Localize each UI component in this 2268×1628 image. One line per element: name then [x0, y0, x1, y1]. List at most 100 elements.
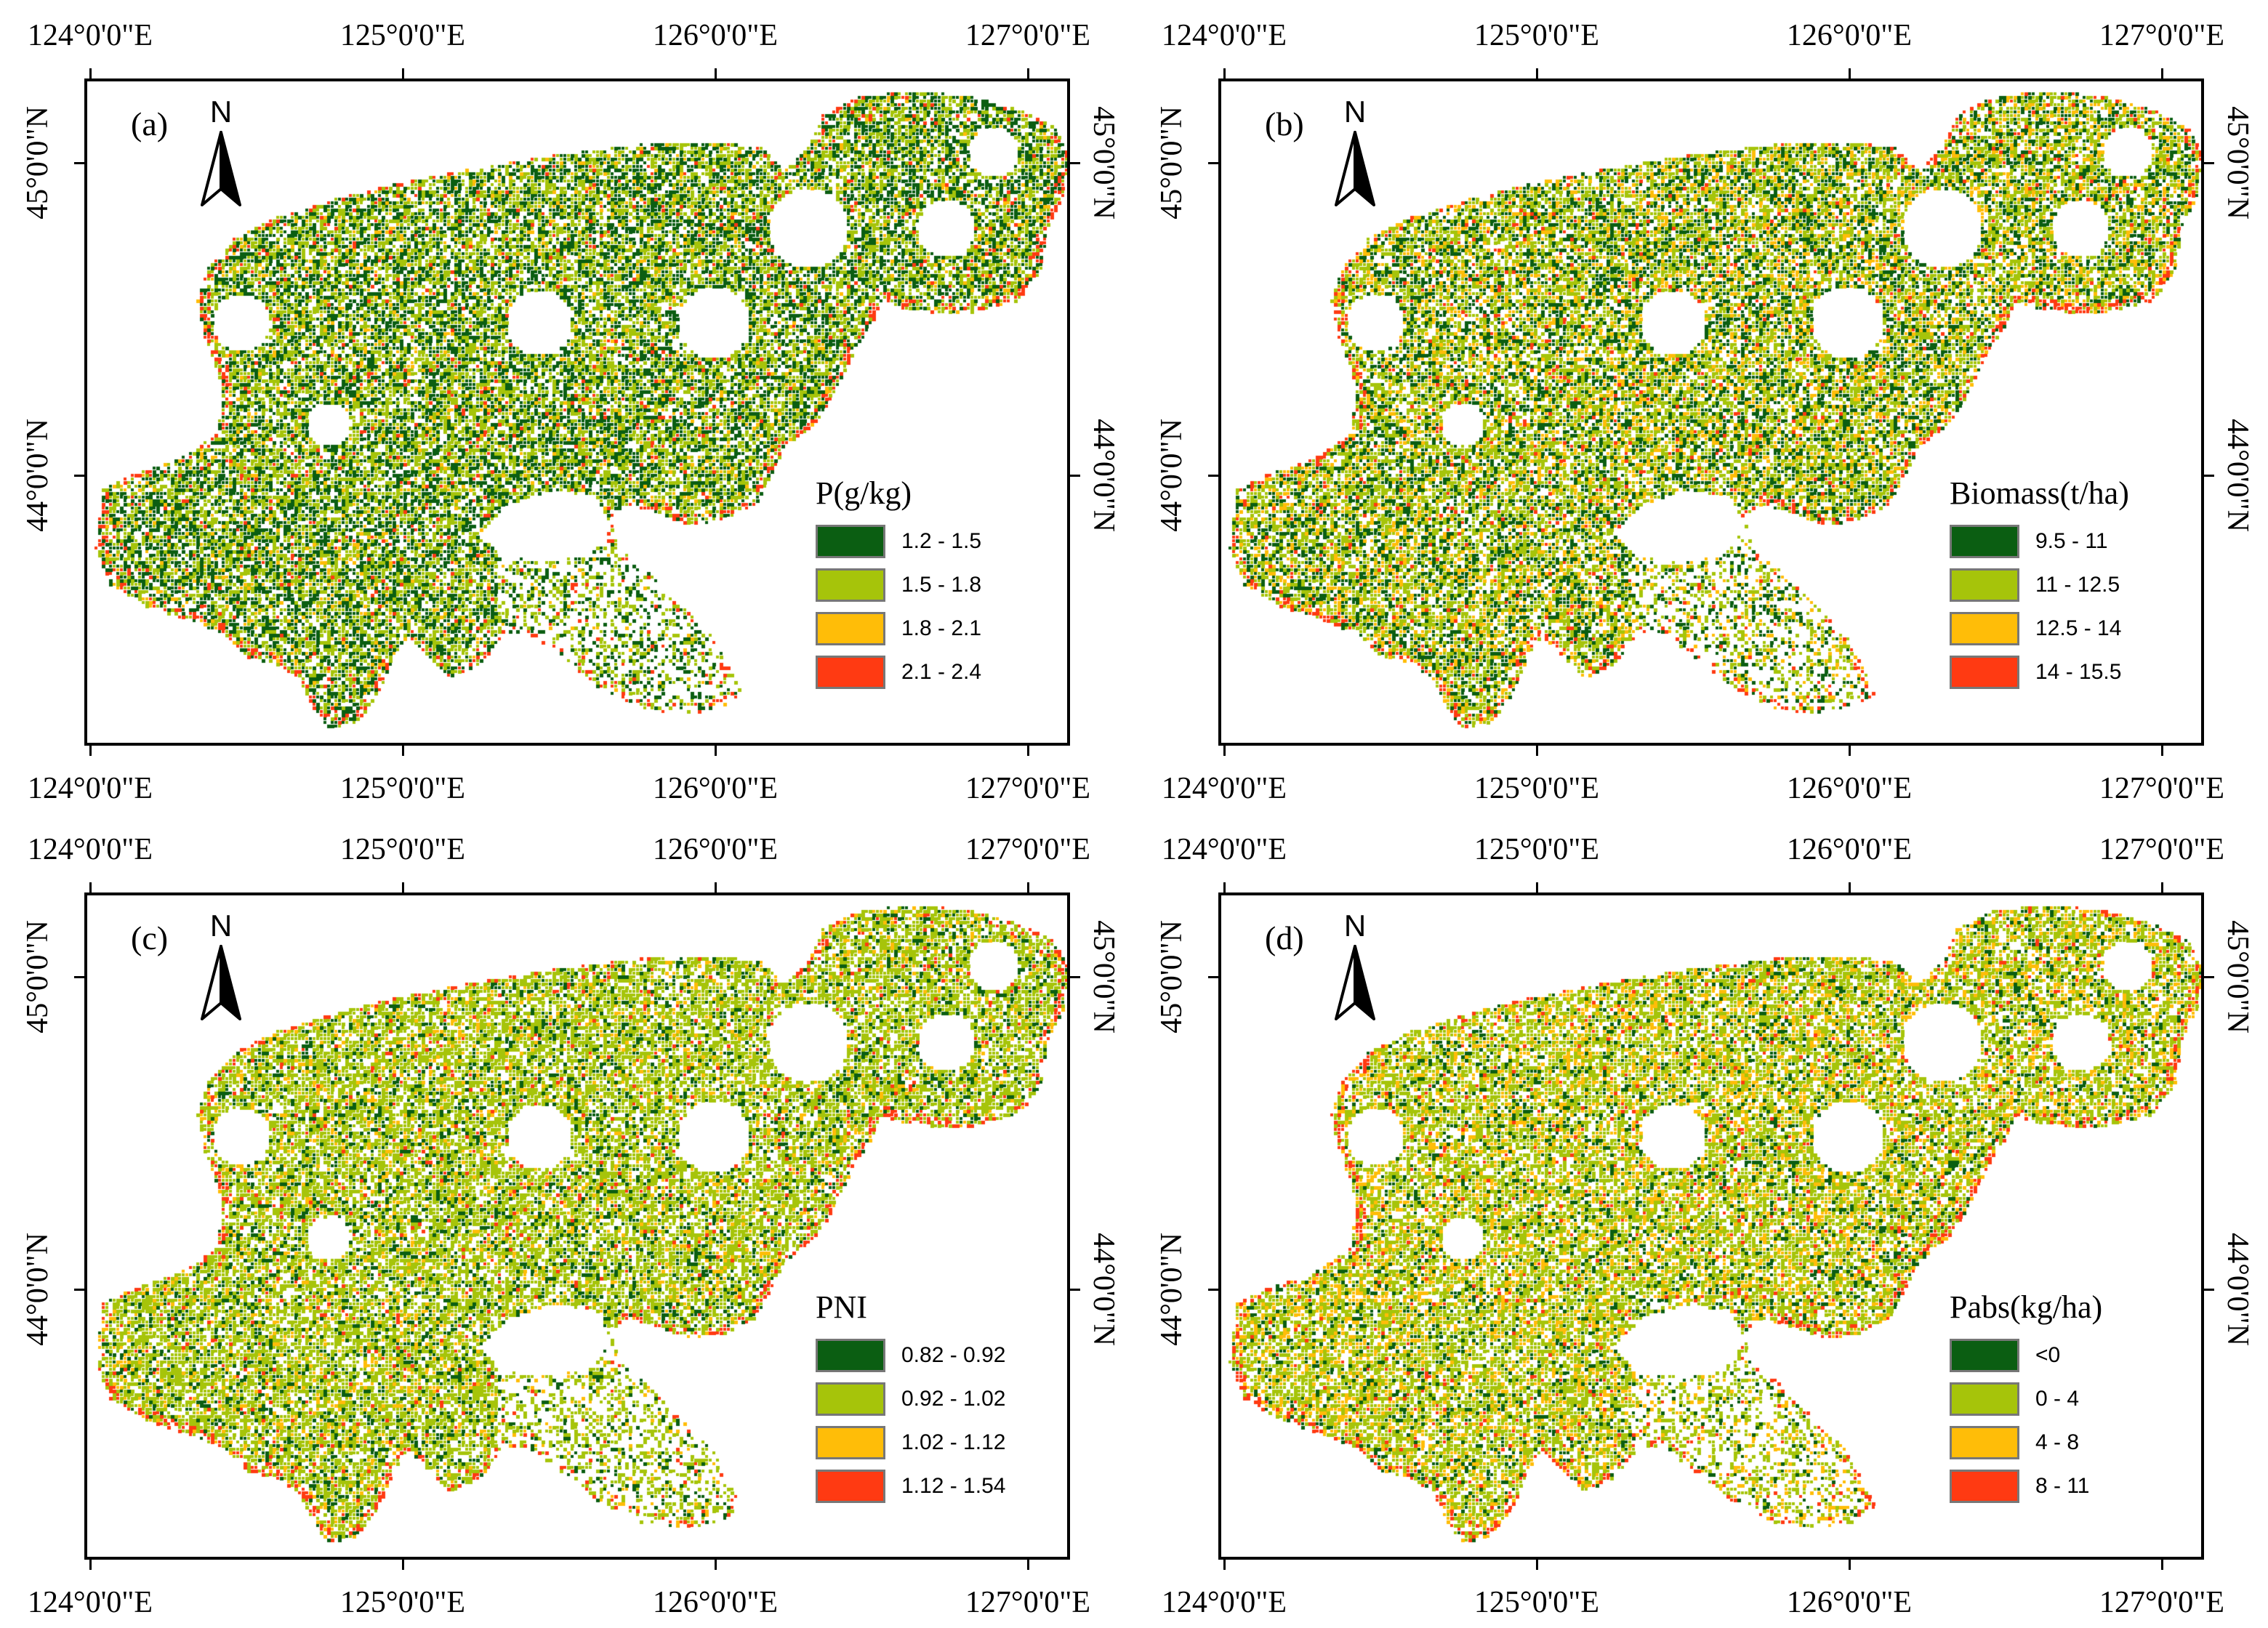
tick-right: [1070, 1289, 1080, 1291]
tick-bottom: [715, 746, 717, 756]
legend-item: 0.82 - 0.92: [816, 1334, 1055, 1377]
longitude-label-top: 126°0'0"E: [1786, 833, 1913, 866]
longitude-label-bottom: 124°0'0"E: [1161, 772, 1287, 805]
legend: PNI 0.82 - 0.92 0.92 - 1.02 1.02 - 1.12 1.12…: [816, 1289, 1055, 1508]
legend-swatch: [1950, 1338, 2019, 1372]
tick-bottom: [1027, 1560, 1029, 1570]
map-panel-b: 124°0'0"E 124°0'0"E 125°0'0"E 125°0'0"E 126°…: [1134, 0, 2268, 814]
legend-label: 4 - 8: [2035, 1430, 2080, 1454]
tick-top: [715, 882, 717, 892]
latitude-label-right: 45°0'0"N: [2221, 106, 2254, 219]
legend-swatch: [816, 568, 885, 602]
tick-top: [2161, 882, 2163, 892]
map-frame: [1218, 78, 2204, 746]
tick-left: [1208, 162, 1218, 164]
latitude-label-left: 45°0'0"N: [21, 920, 55, 1033]
legend-swatch: [1950, 1382, 2019, 1416]
tick-left: [1208, 475, 1218, 477]
latitude-label-left: 45°0'0"N: [21, 106, 55, 219]
north-arrow-icon: N: [1326, 908, 1384, 1033]
legend-item: 9.5 - 11: [1950, 520, 2189, 563]
tick-top: [715, 68, 717, 78]
panel-label: (c): [131, 919, 169, 956]
tick-right: [1070, 162, 1080, 164]
tick-left: [74, 1289, 84, 1291]
longitude-label-bottom: 125°0'0"E: [339, 1586, 466, 1619]
tick-top: [1027, 882, 1029, 892]
legend-label: 12.5 - 14: [2035, 616, 2122, 640]
latitude-label-right: 44°0'0"N: [1087, 1233, 1120, 1346]
tick-bottom: [402, 746, 404, 756]
legend-swatch: [816, 524, 885, 558]
map-panel-c: 124°0'0"E 124°0'0"E 125°0'0"E 125°0'0"E 126°…: [0, 814, 1134, 1628]
legend-swatch: [1950, 1425, 2019, 1459]
longitude-label-top: 125°0'0"E: [339, 19, 466, 52]
longitude-label-top: 125°0'0"E: [1473, 19, 1600, 52]
panel-label: (b): [1265, 105, 1304, 142]
tick-right: [2204, 976, 2214, 978]
raster-map: [87, 895, 1067, 1557]
latitude-label-right: 45°0'0"N: [1087, 920, 1120, 1033]
legend-swatch: [816, 611, 885, 645]
latitude-label-left: 45°0'0"N: [1155, 106, 1189, 219]
legend-swatch: [816, 1425, 885, 1459]
longitude-label-top: 127°0'0"E: [2099, 19, 2225, 52]
longitude-label-top: 126°0'0"E: [652, 833, 779, 866]
panel-label: (a): [131, 105, 169, 142]
legend-item: <0: [1950, 1334, 2189, 1377]
tick-right: [2204, 1289, 2214, 1291]
legend-item: 1.12 - 1.54: [816, 1464, 1055, 1508]
raster-map: [1221, 895, 2201, 1557]
north-letter: N: [210, 910, 232, 943]
tick-right: [2204, 162, 2214, 164]
legend-label: 0 - 4: [2035, 1386, 2080, 1411]
latitude-label-left: 44°0'0"N: [1155, 419, 1189, 532]
legend-title: P(g/kg): [816, 475, 912, 511]
map-frame: [84, 78, 1070, 746]
latitude-label-right: 45°0'0"N: [1087, 106, 1120, 219]
tick-left: [1208, 1289, 1218, 1291]
longitude-label-bottom: 126°0'0"E: [652, 772, 779, 805]
legend-item: 1.5 - 1.8: [816, 563, 1055, 607]
longitude-label-top: 124°0'0"E: [1161, 833, 1287, 866]
legend-label: 1.8 - 2.1: [901, 616, 982, 640]
legend-swatch: [816, 1338, 885, 1372]
legend-label: 1.2 - 1.5: [901, 528, 982, 553]
tick-top: [1849, 68, 1851, 78]
legend-title: PNI: [816, 1289, 867, 1325]
legend-swatch: [816, 1382, 885, 1416]
tick-bottom: [1223, 746, 1226, 756]
legend-title: Biomass(t/ha): [1950, 475, 2129, 511]
tick-bottom: [1223, 1560, 1226, 1570]
legend-label: 1.12 - 1.54: [901, 1473, 1006, 1498]
legend-item: 1.8 - 2.1: [816, 607, 1055, 650]
legend-label: 14 - 15.5: [2035, 659, 2122, 684]
north-arrow-icon: N: [192, 94, 250, 219]
legend-item: 1.2 - 1.5: [816, 520, 1055, 563]
longitude-label-top: 124°0'0"E: [27, 833, 153, 866]
longitude-label-top: 126°0'0"E: [1786, 19, 1913, 52]
legend-swatch: [1950, 655, 2019, 689]
longitude-label-bottom: 126°0'0"E: [1786, 1586, 1913, 1619]
legend-label: <0: [2035, 1342, 2061, 1367]
tick-top: [89, 68, 92, 78]
tick-bottom: [1849, 746, 1851, 756]
legend-item: 14 - 15.5: [1950, 650, 2189, 694]
legend-item: 4 - 8: [1950, 1421, 2189, 1464]
tick-right: [1070, 475, 1080, 477]
legend: Biomass(t/ha) 9.5 - 11 11 - 12.5 12.5 - 14 1…: [1950, 475, 2189, 694]
legend-swatch: [1950, 568, 2019, 602]
legend-label: 8 - 11: [2035, 1473, 2090, 1498]
legend-item: 0.92 - 1.02: [816, 1377, 1055, 1421]
latitude-label-left: 44°0'0"N: [1155, 1233, 1189, 1346]
tick-bottom: [715, 1560, 717, 1570]
north-letter: N: [1344, 96, 1366, 129]
legend-swatch: [816, 1469, 885, 1503]
legend-item: 12.5 - 14: [1950, 607, 2189, 650]
longitude-label-bottom: 125°0'0"E: [339, 772, 466, 805]
legend-swatch: [816, 655, 885, 689]
raster-map: [87, 81, 1067, 743]
longitude-label-bottom: 125°0'0"E: [1473, 772, 1600, 805]
tick-bottom: [89, 746, 92, 756]
longitude-label-bottom: 125°0'0"E: [1473, 1586, 1600, 1619]
